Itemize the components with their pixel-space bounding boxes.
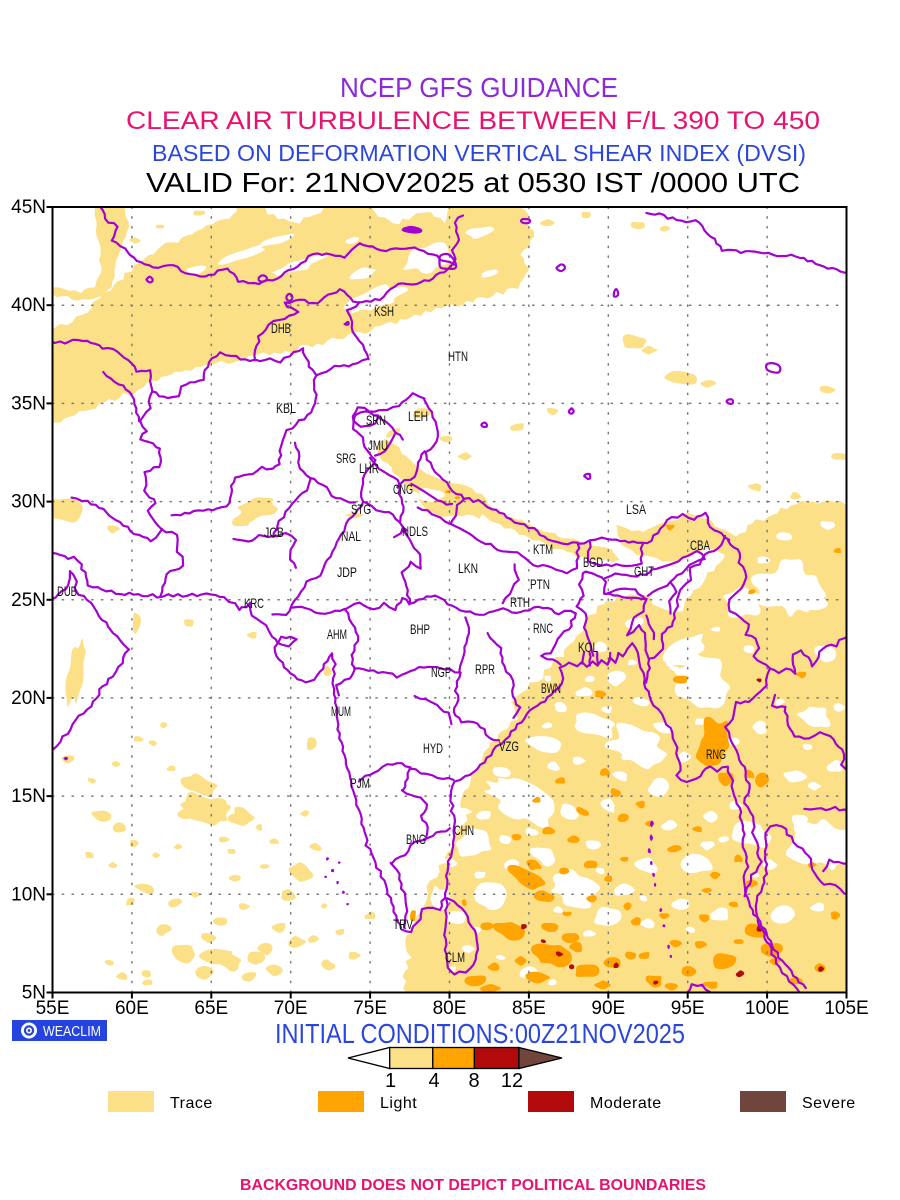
svg-text:105E: 105E	[824, 998, 868, 1019]
svg-text:CLEAR AIR TURBULENCE BETWEEN F: CLEAR AIR TURBULENCE BETWEEN F/L 390 TO …	[126, 107, 820, 135]
svg-text:LKN: LKN	[458, 560, 478, 576]
svg-text:8: 8	[468, 1070, 479, 1092]
svg-text:TRV: TRV	[393, 916, 413, 932]
svg-text:STG: STG	[351, 501, 371, 517]
svg-text:CHN: CHN	[454, 822, 474, 838]
svg-text:4: 4	[428, 1070, 439, 1092]
svg-text:80E: 80E	[433, 998, 467, 1019]
svg-text:25N: 25N	[11, 590, 46, 611]
svg-text:Moderate: Moderate	[590, 1095, 662, 1112]
svg-text:VALID For: 21NOV2025 at 0530 I: VALID For: 21NOV2025 at 0530 IST /0000 U…	[146, 167, 800, 198]
svg-text:15N: 15N	[11, 786, 46, 807]
svg-text:Light: Light	[380, 1095, 417, 1112]
svg-text:95E: 95E	[671, 998, 705, 1019]
svg-text:INITIAL CONDITIONS:00Z21NOV202: INITIAL CONDITIONS:00Z21NOV2025	[275, 1018, 685, 1049]
svg-text:SRG: SRG	[336, 450, 356, 466]
svg-text:20N: 20N	[11, 688, 46, 709]
svg-text:10N: 10N	[11, 884, 46, 905]
svg-text:30N: 30N	[11, 492, 46, 513]
svg-text:NAL: NAL	[341, 528, 361, 544]
svg-text:DHB: DHB	[271, 320, 291, 336]
svg-text:60E: 60E	[115, 998, 149, 1019]
svg-text:RNC: RNC	[533, 620, 553, 636]
svg-text:MUM: MUM	[331, 703, 351, 719]
svg-text:KOL: KOL	[578, 639, 598, 655]
svg-text:NCEP GFS GUIDANCE: NCEP GFS GUIDANCE	[340, 72, 618, 103]
svg-text:12: 12	[501, 1070, 523, 1092]
svg-text:40N: 40N	[11, 295, 46, 316]
svg-text:LEH: LEH	[408, 408, 428, 424]
svg-text:LSA: LSA	[626, 501, 646, 517]
svg-text:SRN: SRN	[366, 412, 386, 428]
svg-text:Trace: Trace	[170, 1095, 213, 1112]
svg-text:BWN: BWN	[541, 680, 561, 696]
svg-text:BNG: BNG	[406, 831, 426, 847]
svg-text:85E: 85E	[512, 998, 546, 1019]
svg-text:BGD: BGD	[583, 554, 603, 570]
svg-text:PJM: PJM	[350, 775, 370, 791]
svg-text:WEACLIM: WEACLIM	[43, 1023, 101, 1040]
svg-text:VZG: VZG	[499, 738, 519, 754]
svg-text:75E: 75E	[353, 998, 387, 1019]
svg-text:90E: 90E	[591, 998, 625, 1019]
svg-text:35N: 35N	[11, 393, 46, 414]
svg-text:RNG: RNG	[706, 746, 726, 762]
svg-text:KSH: KSH	[374, 303, 394, 319]
svg-text:1: 1	[385, 1070, 396, 1092]
svg-text:NGP: NGP	[431, 664, 451, 680]
svg-text:JDP: JDP	[337, 564, 357, 580]
svg-text:DUB: DUB	[57, 583, 77, 599]
svg-text:65E: 65E	[194, 998, 228, 1019]
svg-text:JCB: JCB	[264, 524, 284, 540]
svg-text:RPR: RPR	[475, 661, 495, 677]
svg-text:RTH: RTH	[510, 594, 530, 610]
svg-text:AHM: AHM	[327, 626, 347, 642]
svg-text:45N: 45N	[11, 197, 46, 218]
svg-text:CLM: CLM	[445, 949, 465, 965]
svg-text:KTM: KTM	[533, 541, 553, 557]
svg-text:CNG: CNG	[393, 481, 413, 497]
svg-text:HTN: HTN	[448, 348, 468, 364]
svg-text:KBL: KBL	[276, 400, 296, 416]
svg-text:GHT: GHT	[634, 563, 654, 579]
svg-text:HYD: HYD	[423, 740, 443, 756]
svg-text:LHR: LHR	[359, 460, 379, 476]
svg-text:Severe: Severe	[802, 1095, 856, 1112]
svg-text:JMU: JMU	[368, 437, 388, 453]
svg-text:BHP: BHP	[410, 621, 430, 637]
svg-text:70E: 70E	[274, 998, 308, 1019]
svg-text:BACKGROUND DOES NOT DEPICT POL: BACKGROUND DOES NOT DEPICT POLITICAL BOU…	[240, 1177, 706, 1194]
svg-text:KRC: KRC	[244, 595, 264, 611]
svg-text:5N: 5N	[22, 983, 46, 1004]
svg-text:100E: 100E	[745, 998, 789, 1019]
svg-text:BASED ON DEFORMATION VERTICAL: BASED ON DEFORMATION VERTICAL SHEAR INDE…	[152, 140, 806, 166]
svg-text:NDLS: NDLS	[402, 523, 428, 539]
svg-text:CBA: CBA	[690, 537, 710, 553]
svg-text:55E: 55E	[36, 998, 70, 1019]
svg-text:PTN: PTN	[530, 576, 550, 592]
